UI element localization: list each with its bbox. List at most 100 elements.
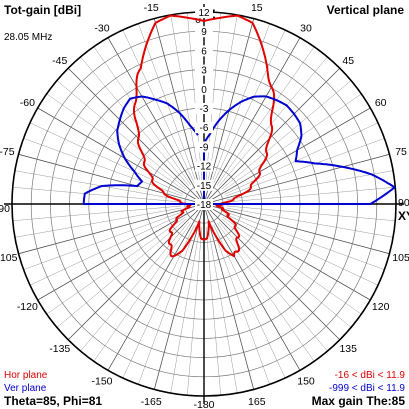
spoke-line [80, 56, 190, 187]
spoke-line [207, 226, 238, 394]
spoke-line [14, 170, 182, 201]
angle-label: 105 [392, 252, 409, 264]
spoke-line [217, 46, 315, 186]
ring-label-bg [195, 199, 213, 210]
ring-label-bg [195, 141, 213, 153]
spoke-line [29, 213, 184, 286]
angle-label: -180 [193, 399, 214, 409]
angle-label: -90 [0, 203, 10, 215]
spoke-line [138, 225, 197, 385]
spoke-line [218, 56, 328, 187]
angle-label: 30 [300, 22, 312, 34]
ring-label: -15 [197, 181, 212, 192]
xy-axis-label: XY [398, 209, 409, 223]
spoke-line [170, 226, 201, 394]
spoke-line [187, 12, 203, 182]
ring-label-bg [195, 45, 213, 57]
spoke-line [12, 205, 182, 221]
spoke-line [29, 122, 184, 195]
spoke-line [93, 46, 191, 186]
spoke-line [225, 138, 385, 197]
ring-label: 12 [198, 8, 210, 19]
ver-range-label: -999 < dBi < 11.9 [329, 383, 405, 394]
angle-label: -105 [0, 252, 18, 264]
ring-label-bg [195, 103, 213, 114]
angle-label: 45 [342, 55, 354, 67]
ring-label: 3 [201, 66, 207, 77]
theta-phi-label: Theta=85, Phi=81 [4, 394, 102, 408]
hor-range-label: -16 < dBi < 11.9 [335, 370, 406, 381]
ring-label: -3 [200, 104, 209, 115]
spoke-line [56, 80, 187, 190]
ver-plane-trace [82, 95, 396, 205]
spoke-line [222, 217, 362, 315]
spoke-line [56, 218, 187, 328]
ring-label: -12 [197, 162, 212, 173]
spoke-line [218, 221, 328, 352]
angle-label: -30 [94, 22, 109, 34]
angle-label: -165 [141, 396, 162, 408]
ring-label: 6 [201, 46, 207, 57]
legend-hor-plane: Hor plane [4, 370, 48, 381]
angle-label: 135 [339, 343, 357, 355]
angle-label: 15 [251, 2, 263, 14]
series-traces [82, 14, 396, 258]
spoke-line [226, 205, 396, 221]
ring-label: -6 [200, 123, 209, 134]
ring-label-bg [195, 7, 213, 18]
ring-label: 9 [201, 27, 207, 38]
ring-label-bg [195, 179, 213, 191]
angle-label: -15 [144, 2, 159, 14]
spoke-line [226, 187, 396, 203]
chart-title: Tot-gain [dBi] [4, 3, 81, 17]
spoke-line [224, 122, 379, 195]
spoke-line [221, 218, 352, 328]
spoke-line [187, 226, 203, 396]
angle-label: -150 [91, 376, 112, 388]
angle-label: -60 [20, 97, 35, 109]
max-gain-label: Max gain The:85 [312, 394, 406, 408]
spoke-line [205, 12, 221, 182]
spoke-line [46, 93, 186, 191]
spoke-line [23, 211, 183, 270]
spoke-line [46, 217, 186, 315]
plane-title: Vertical plane [327, 3, 405, 17]
legend-ver-plane: Ver plane [4, 383, 47, 394]
angle-label: -45 [52, 55, 67, 67]
ring-labels: 12 9 6 3 0 -3 -6 -9 -12 -15 -18 [195, 7, 213, 211]
spoke-line [225, 211, 385, 270]
spoke-line [93, 222, 191, 362]
angle-label: -135 [49, 343, 70, 355]
hor-plane-trace [133, 14, 276, 258]
spoke-line [122, 29, 195, 184]
angle-label: -120 [17, 301, 38, 313]
spoke-line [217, 222, 315, 362]
spoke-line [170, 14, 201, 182]
spoke-line [205, 226, 221, 396]
ring-label-bg [195, 83, 213, 95]
spoke-line [12, 187, 182, 203]
ring-label-bg [195, 64, 213, 76]
ring-label: -18 [197, 200, 212, 211]
ring-label-bg [195, 26, 213, 38]
angle-label: -75 [0, 146, 15, 158]
ring-label: -9 [200, 142, 209, 153]
spoke-line [226, 170, 394, 201]
spoke-line [80, 221, 190, 352]
spoke-line [213, 29, 286, 184]
angle-label: 165 [248, 396, 266, 408]
angle-label: 75 [395, 146, 407, 158]
spoke-line [221, 80, 352, 190]
frequency-label: 28.05 MHz [4, 32, 52, 43]
spoke-line [211, 225, 270, 385]
ring-label-bg [195, 122, 213, 134]
angle-label: 60 [375, 97, 387, 109]
spoke-line [14, 207, 182, 238]
spoke-line [207, 14, 238, 182]
ring-label: 0 [201, 85, 207, 96]
spoke-line [226, 207, 394, 238]
ring-label-bg [195, 160, 213, 172]
spoke-line [224, 213, 379, 286]
